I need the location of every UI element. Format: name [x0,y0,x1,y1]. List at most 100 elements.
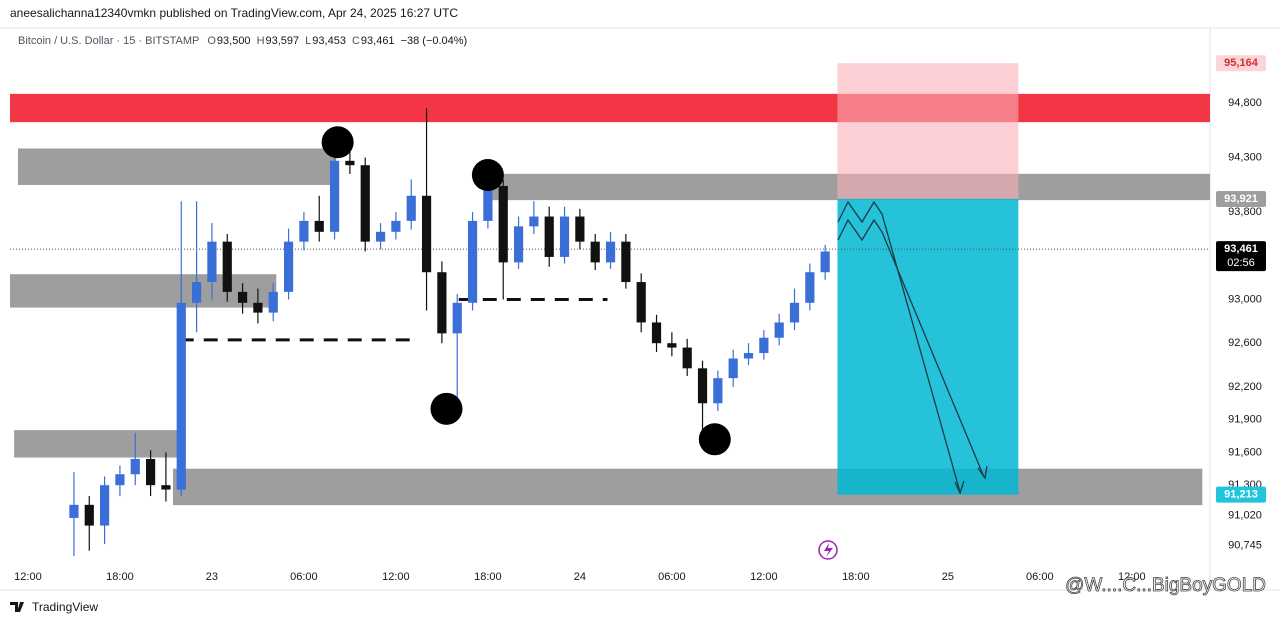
y-tick-label: 94,800 [1228,97,1262,109]
y-tick-label: 94,300 [1228,151,1262,163]
price-tag [1216,190,1266,207]
y-tick-label: 91,900 [1228,414,1262,426]
zone [10,274,277,308]
price-tag-label: 91,213 [1224,489,1258,501]
event-icon-bolt [824,543,833,557]
x-tick-label: 06:00 [290,571,318,583]
arrow-path [837,218,985,478]
x-tick-label: 12:00 [14,571,42,583]
plot [10,63,1210,557]
zone [837,63,1019,199]
change: −38 (−0.04%) [401,35,468,47]
candle-body [713,378,723,404]
candle-body [621,241,631,283]
ohlc-key: O [207,35,216,47]
y-tick-label: 91,020 [1228,510,1262,522]
candle-body [743,353,754,359]
candle-body [375,231,386,242]
logo: TradingView [10,600,98,614]
candle-body [820,251,830,273]
candle-body [69,504,79,518]
candle-body [667,343,677,348]
candle-body [345,160,355,166]
price-tag-label: 93,921 [1224,193,1258,205]
candle-body [360,165,370,242]
candle-body [651,322,662,344]
candle-body [575,216,585,242]
x-tick-label: 18:00 [842,571,870,583]
price-tag-label: 95,164 [1224,57,1259,69]
candle-body [283,241,294,292]
candle-body [222,241,232,292]
candle-body [84,504,94,526]
ohlc-key: C [352,35,360,47]
x-tick-label: 12:00 [382,571,410,583]
y-tick-label: 93,800 [1228,206,1262,218]
zone [837,198,1019,495]
x-tick-label: 23 [206,571,218,583]
candle-body [299,220,309,242]
x-tick-label: 24 [574,571,586,583]
y-tick-label: 92,200 [1228,381,1262,393]
ohlc-key: L [305,35,311,47]
zone [10,93,1210,123]
arrow-head [977,465,988,480]
x-tick-label: 25 [942,571,954,583]
candle-body [268,291,278,313]
y-tick-label: 91,600 [1228,446,1262,458]
forecast-arrows [837,200,988,495]
zone [14,430,179,458]
y-tick-label: 93,000 [1228,293,1262,305]
y-tick-label: 90,745 [1228,540,1262,552]
candle-body [728,358,738,379]
logo-mark [10,602,24,612]
candle-body [406,195,416,221]
candle-body [529,216,539,227]
ohlc-value: 93,453 [312,35,346,47]
candle-body [467,220,478,303]
candle-body [237,291,248,303]
candle-body [391,220,401,232]
candle-body [452,302,462,334]
axes: 94,800 94,300 93,800 93,000 92,600 92,200 91,9… [14,55,1266,583]
candle-body [191,282,202,303]
candle-body [115,474,125,486]
x-tick-label: 18:00 [106,571,134,583]
price-tag [1216,55,1266,72]
brand: TradingView [32,600,98,614]
candle-body [176,302,186,490]
price-tag-label: 93,461 [1224,243,1258,255]
candle-body [697,368,708,404]
candle-body [329,160,340,232]
marker-point [321,126,354,159]
ohlc-key: H [257,35,265,47]
candle-body [789,302,800,323]
x-tick-label: 18:00 [474,571,502,583]
candle-body [99,485,110,526]
watermark: @W....C...BigBoyGOLD [1065,575,1266,596]
x-tick-label: 12:00 [1118,571,1146,583]
candle-body [590,241,600,263]
zone [172,468,1203,506]
price-tag [1216,241,1266,272]
price-tag-countdown: 02:56 [1227,257,1255,269]
candle-body [544,216,554,257]
candle-body [636,282,646,323]
candle-body [421,195,432,273]
candle-body [207,241,217,283]
candle-body [314,220,324,232]
x-tick-label: 12:00 [750,571,778,583]
candle-body [161,485,171,490]
candle-body [759,337,769,354]
arrow-path [837,200,961,493]
candle-body [130,458,140,475]
ohlc-value: 93,597 [266,35,300,47]
x-tick-label: 06:00 [658,571,686,583]
published-line: aneesalichanna12340vmkn published on Tra… [10,6,458,20]
candle-body [483,185,493,221]
candle-body [437,272,447,334]
marker-point [430,392,463,425]
candle-body [682,347,692,369]
candle-body [145,458,156,486]
